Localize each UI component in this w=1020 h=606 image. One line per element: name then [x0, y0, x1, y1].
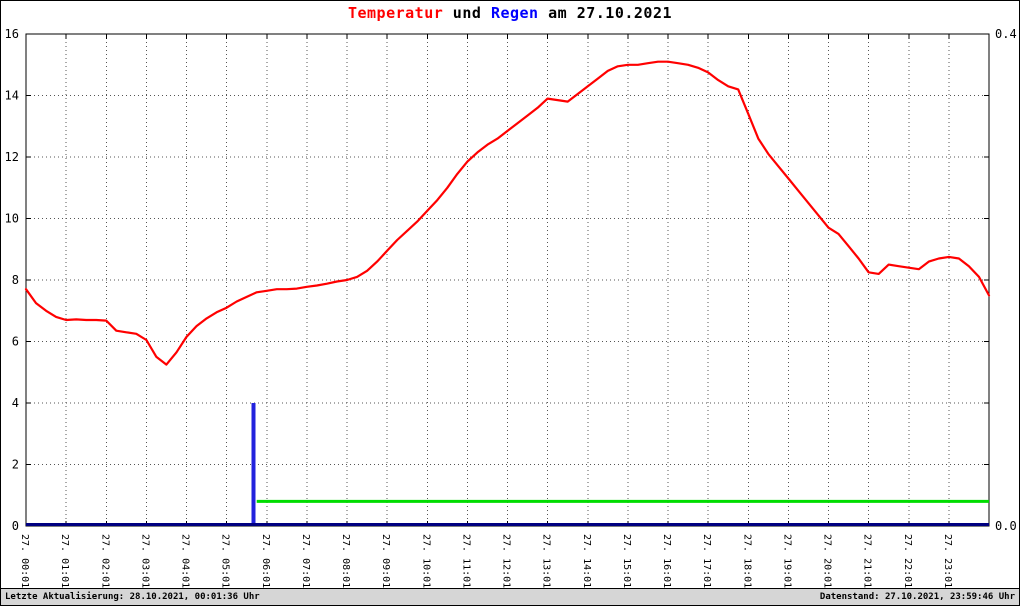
svg-text:27. 12:01: 27. 12:01: [501, 534, 512, 588]
svg-text:27. 19:01: 27. 19:01: [781, 534, 792, 588]
data-timestamp-text: Datenstand: 27.10.2021, 23:59:46 Uhr: [819, 592, 1015, 602]
svg-text:14: 14: [5, 89, 19, 103]
svg-text:27. 23:01: 27. 23:01: [942, 534, 953, 588]
temperature-line: [24, 60, 991, 366]
svg-text:27. 06:01: 27. 06:01: [260, 534, 271, 588]
svg-text:27. 00:01: 27. 00:01: [19, 534, 30, 588]
svg-text:0.4: 0.4: [995, 27, 1017, 41]
svg-text:27. 10:01: 27. 10:01: [420, 534, 431, 588]
svg-text:12: 12: [5, 150, 19, 164]
svg-text:16: 16: [5, 27, 19, 41]
horizontal-gridlines: [26, 95, 989, 465]
svg-text:27. 14:01: 27. 14:01: [581, 534, 592, 588]
last-update-text: Letzte Aktualisierung: 28.10.2021, 00:01…: [5, 592, 260, 602]
svg-text:0.0: 0.0: [995, 519, 1017, 533]
svg-text:4: 4: [12, 396, 19, 410]
svg-text:27. 05:01: 27. 05:01: [220, 534, 231, 588]
svg-text:6: 6: [12, 335, 19, 349]
svg-text:27. 20:01: 27. 20:01: [822, 534, 833, 588]
svg-text:10: 10: [5, 212, 19, 226]
title-temperatur-label: Temperatur: [347, 4, 444, 22]
svg-text:27. 07:01: 27. 07:01: [300, 534, 311, 588]
svg-text:8: 8: [12, 273, 19, 287]
svg-text:27. 16:01: 27. 16:01: [661, 534, 672, 588]
svg-text:27. 03:01: 27. 03:01: [139, 534, 150, 588]
chart-title: Temperatur und Regen am 27.10.2021: [1, 4, 1019, 22]
svg-text:27. 02:01: 27. 02:01: [99, 534, 110, 588]
right-axis-labels: 0.4 0.0: [995, 27, 1017, 533]
svg-text:27. 04:01: 27. 04:01: [180, 534, 191, 588]
title-und-label: und: [443, 4, 491, 22]
svg-text:27. 18:01: 27. 18:01: [741, 534, 752, 588]
svg-text:2: 2: [12, 458, 19, 472]
status-bar: Letzte Aktualisierung: 28.10.2021, 00:01…: [1, 588, 1019, 605]
svg-text:27. 21:01: 27. 21:01: [862, 534, 873, 588]
svg-text:27. 13:01: 27. 13:01: [541, 534, 552, 588]
svg-text:27. 11:01: 27. 11:01: [460, 534, 471, 588]
title-regen-label: Regen: [490, 4, 539, 22]
svg-text:27. 09:01: 27. 09:01: [380, 534, 391, 588]
svg-text:0: 0: [12, 519, 19, 533]
svg-text:27. 17:01: 27. 17:01: [701, 534, 712, 588]
x-axis-labels: 27. 00:01 27. 01:01 27. 02:01 27. 03:01 27. …: [19, 534, 953, 588]
svg-text:27. 08:01: 27. 08:01: [340, 534, 351, 588]
svg-text:27. 01:01: 27. 01:01: [59, 534, 70, 588]
svg-text:27. 15:01: 27. 15:01: [621, 534, 632, 588]
left-axis-labels: 0 2 4 6 8 10 12 14 16: [5, 27, 19, 533]
title-date-label: am 27.10.2021: [538, 4, 673, 22]
svg-text:27. 22:01: 27. 22:01: [902, 534, 913, 588]
